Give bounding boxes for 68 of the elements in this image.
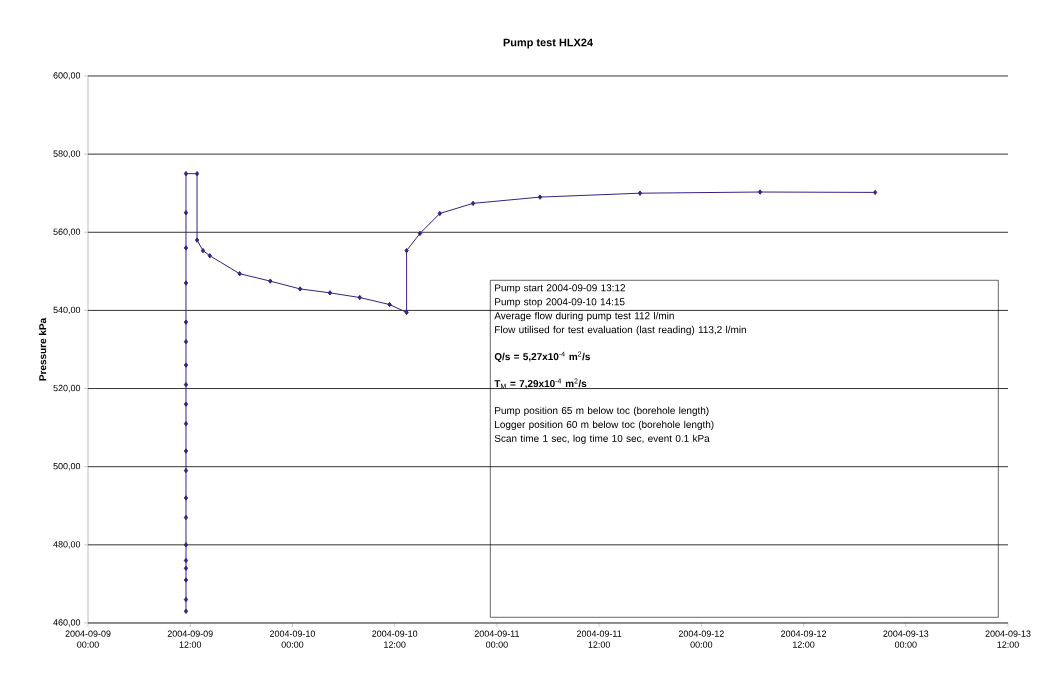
point (183, 401, 189, 407)
point (183, 245, 189, 251)
point (194, 170, 200, 177)
y-tick-label: 560,00 (53, 228, 81, 236)
point (183, 338, 189, 345)
annotation: Pump start 2004-09-09 13:12 (495, 284, 626, 294)
point (183, 421, 189, 427)
point (183, 448, 189, 454)
point (872, 189, 878, 196)
point (183, 577, 189, 583)
point (404, 247, 409, 254)
annotation: Logger position 60 m below toc (borehole length) (495, 420, 714, 430)
y-tick-label: 460,00 (53, 619, 81, 627)
point (183, 495, 189, 501)
point (194, 237, 200, 243)
x-tick-label: 2004-09-09 12:00 (167, 630, 213, 648)
y-tick-label: 580,00 (53, 150, 81, 158)
point (297, 286, 303, 292)
point (327, 290, 333, 296)
point (183, 542, 189, 548)
annotation: T$_{M}$ = 7,29x10$^{-4}$ m$^{2}$/s (494, 378, 587, 389)
y-axis-title: Pressure kPa (38, 317, 47, 381)
point (437, 210, 442, 217)
point (200, 247, 206, 254)
y-tick-label: 500,00 (53, 462, 81, 471)
point (183, 381, 189, 388)
annotation: Flow utilised for test evaluation (last reading) 113,2 l/min (495, 325, 746, 336)
x-tick-label: 2004-09-10 00:00 (269, 630, 316, 648)
x-tick-label: 2004-09-13 00:00 (883, 630, 929, 648)
point (207, 253, 212, 259)
x-tick-label: 2004-09-12 12:00 (781, 630, 827, 648)
point (183, 565, 189, 571)
annotation: Scan time 1 sec, log time 10 sec, event 0.1 kPa (494, 434, 710, 444)
point (268, 278, 273, 284)
point (470, 200, 476, 207)
point (404, 309, 409, 316)
x-tick-label: 2004-09-11 00:00 (474, 630, 520, 648)
point (183, 608, 189, 614)
y-tick-label: 520,00 (53, 384, 81, 393)
x-tick-label: 2004-09-13 12:00 (985, 630, 1031, 648)
annotation: Pump stop 2004-09-10 14:15 (495, 298, 625, 308)
point (537, 194, 543, 200)
point (183, 210, 189, 216)
point (387, 301, 392, 308)
point (183, 514, 189, 521)
point (637, 190, 643, 196)
annotation: Average flow during pump test 112 l/min (494, 311, 674, 322)
x-tick-label: 2004-09-12 00:00 (678, 630, 724, 648)
point (183, 557, 189, 564)
point (183, 362, 189, 368)
point (237, 270, 242, 277)
annotation: Pump position 65 m below toc (borehole length) (495, 406, 709, 417)
point (183, 596, 189, 603)
point (183, 280, 189, 286)
annotation: Q/s = 5,27x10$^{-4}$ m$^{2}$/s (494, 351, 590, 363)
x-tick-label: 2004-09-09 00:00 (65, 630, 111, 648)
point (183, 319, 189, 325)
y-tick-label: 600,00 (53, 72, 81, 80)
y-tick-label: 480,00 (53, 541, 81, 549)
chart-title: Pump test HLX24 (503, 38, 593, 49)
point (417, 230, 423, 237)
point (357, 294, 362, 301)
point (757, 189, 763, 195)
point (183, 170, 189, 177)
x-tick-label: 2004-09-10 12:00 (372, 630, 418, 648)
point (183, 467, 189, 474)
y-tick-label: 540,00 (53, 306, 81, 315)
x-tick-label: 2004-09-11 12:00 (576, 630, 622, 648)
